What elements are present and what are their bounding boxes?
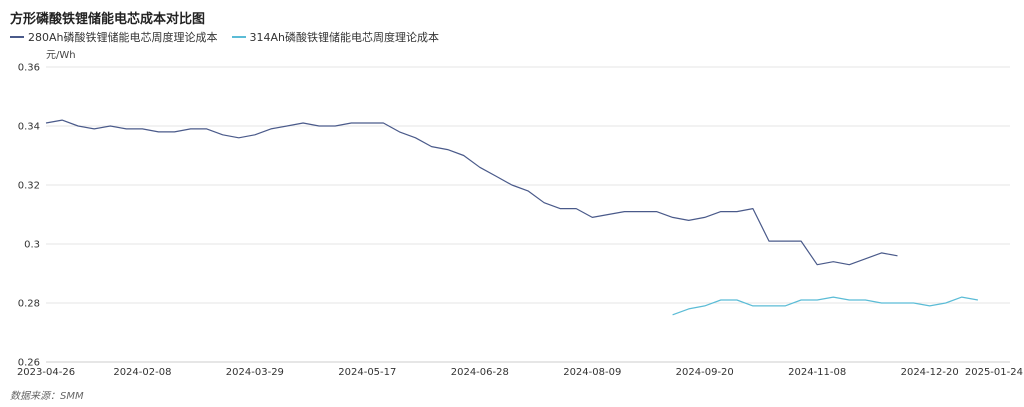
legend-item-280ah[interactable]: 280Ah磷酸铁锂储能电芯周度理论成本	[10, 29, 218, 45]
y-tick-label: 0.28	[18, 299, 40, 310]
x-tick-label: 2024-03-29	[226, 367, 284, 378]
data-source-note: 数据来源：SMM	[10, 391, 84, 402]
legend-label-280ah: 280Ah磷酸铁锂储能电芯周度理论成本	[28, 31, 218, 44]
x-tick-label: 2024-11-08	[788, 367, 846, 378]
legend-item-314ah[interactable]: 314Ah磷酸铁锂储能电芯周度理论成本	[231, 29, 440, 45]
y-tick-label: 0.32	[18, 181, 40, 192]
legend-label-314ah: 314Ah磷酸铁锂储能电芯周度理论成本	[249, 31, 440, 44]
x-tick-label: 2024-08-09	[563, 367, 621, 378]
x-tick-label: 2024-12-20	[901, 367, 959, 378]
series-line-314ah[interactable]	[672, 296, 979, 316]
y-axis-unit-label: 元/Wh	[46, 50, 76, 61]
x-tick-label: 2024-09-20	[676, 367, 734, 378]
series-line-280ah[interactable]	[45, 119, 898, 266]
legend-swatch-314ah	[231, 36, 246, 38]
y-tick-label: 0.26	[18, 358, 40, 369]
chart-title: 方形磷酸铁锂储能电芯成本对比图	[10, 12, 206, 27]
y-tick-label: 0.34	[18, 122, 40, 133]
x-tick-label: 2024-05-17	[338, 367, 396, 378]
x-tick-label: 2025-01-24	[965, 367, 1023, 378]
y-tick-label: 0.3	[24, 240, 40, 251]
x-tick-label: 2023-04-26	[17, 367, 75, 378]
x-tick-label: 2024-06-28	[451, 367, 509, 378]
legend: 280Ah磷酸铁锂储能电芯周度理论成本 314Ah磷酸铁锂储能电芯周度理论成本	[10, 29, 439, 45]
y-tick-label: 0.36	[18, 63, 40, 74]
x-tick-label: 2024-02-08	[113, 367, 171, 378]
legend-swatch-280ah	[10, 36, 24, 38]
